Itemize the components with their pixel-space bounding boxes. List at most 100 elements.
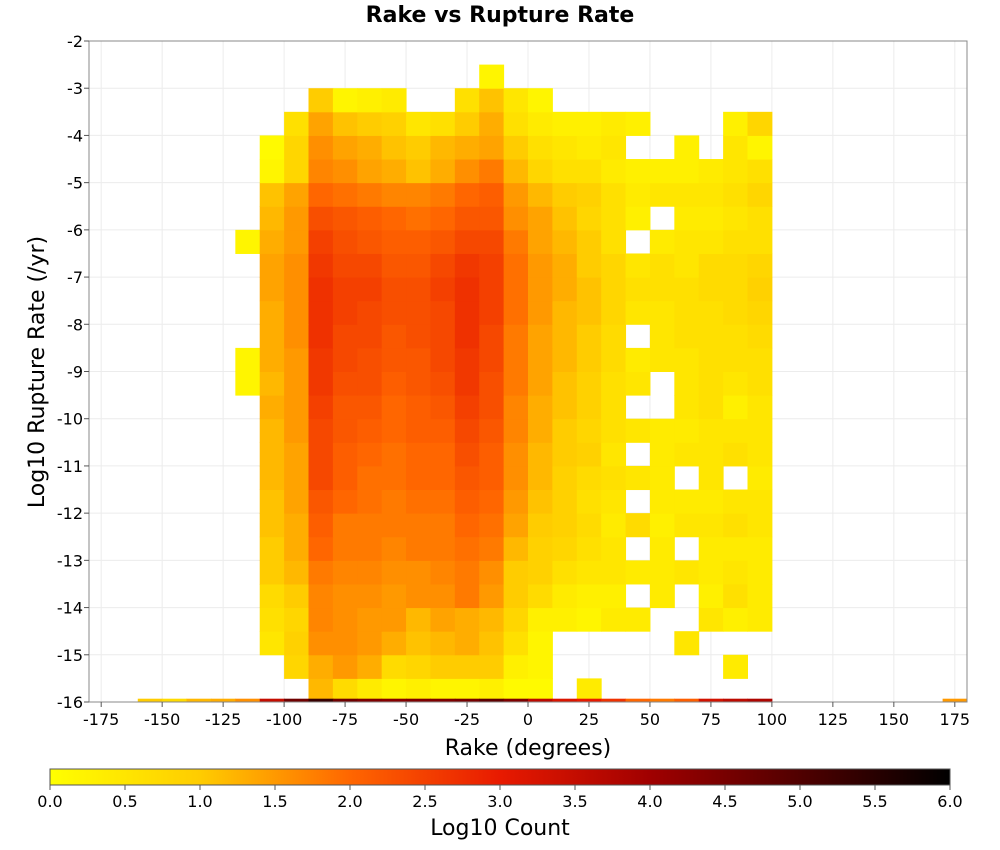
heatmap-cell xyxy=(308,442,334,467)
heatmap-cell xyxy=(503,347,529,372)
heatmap-cell xyxy=(430,560,456,585)
heatmap-cell xyxy=(381,300,407,325)
colorbar-tick-label: 4.0 xyxy=(637,792,662,811)
heatmap-cell xyxy=(576,253,602,278)
heatmap-cell xyxy=(649,347,675,372)
heatmap-cell xyxy=(308,607,334,632)
heatmap-cell xyxy=(406,678,431,703)
heatmap-cell xyxy=(259,347,285,372)
heatmap-cell xyxy=(625,253,651,278)
heatmap-cell xyxy=(528,88,553,113)
heatmap-cell xyxy=(503,395,529,420)
heatmap-cell xyxy=(454,583,480,609)
heatmap-cell xyxy=(747,277,773,302)
heatmap-cell xyxy=(723,698,748,702)
heatmap-cell xyxy=(332,229,358,254)
heatmap-cell xyxy=(552,513,578,538)
heatmap-cell xyxy=(381,135,407,160)
heatmap-cell xyxy=(503,698,529,702)
y-tick-label: -8 xyxy=(67,315,83,334)
heatmap-cell xyxy=(503,513,529,538)
heatmap-cell xyxy=(357,253,383,278)
x-tick-label: 25 xyxy=(579,710,599,729)
heatmap-cell xyxy=(674,489,700,514)
heatmap-cell xyxy=(332,159,358,184)
heatmap-cell xyxy=(601,489,627,514)
heatmap-cell xyxy=(308,678,334,703)
heatmap-cell xyxy=(625,698,651,702)
heatmap-cell xyxy=(357,607,383,632)
heatmap-cell xyxy=(601,229,627,254)
heatmap-cell xyxy=(747,371,773,396)
heatmap-cell xyxy=(649,324,675,349)
heatmap-cell xyxy=(649,560,675,585)
heatmap-cell xyxy=(698,159,724,184)
heatmap-cell xyxy=(381,513,407,538)
heatmap-cell xyxy=(479,489,505,514)
heatmap-cell xyxy=(259,135,285,160)
heatmap-cell xyxy=(210,698,236,702)
heatmap-cell xyxy=(747,698,773,702)
heatmap-cell xyxy=(698,583,724,609)
heatmap-cell xyxy=(747,607,773,632)
heatmap-cell xyxy=(357,300,383,325)
colorbar-tick-label: 3.0 xyxy=(487,792,512,811)
heatmap-cell xyxy=(747,159,773,184)
heatmap-cell xyxy=(454,560,480,585)
x-tick-label: 150 xyxy=(879,710,910,729)
heatmap-cell xyxy=(406,465,431,491)
heatmap-cell xyxy=(381,277,407,302)
heatmap-cell xyxy=(332,395,358,420)
heatmap-cell xyxy=(576,229,602,254)
heatmap-cell xyxy=(357,277,383,302)
heatmap-cell xyxy=(674,206,700,231)
y-tick-label: -2 xyxy=(67,32,83,51)
heatmap-cell xyxy=(332,324,358,349)
heatmap-cell xyxy=(503,88,529,113)
heatmap-cell xyxy=(332,489,358,514)
heatmap-cell xyxy=(674,371,700,396)
heatmap-cell xyxy=(479,607,505,632)
heatmap-cell xyxy=(454,111,480,136)
heatmap-cell xyxy=(357,560,383,585)
heatmap-cell xyxy=(503,418,529,443)
heatmap-cell xyxy=(357,418,383,443)
heatmap-cell xyxy=(430,489,456,514)
heatmap-cell xyxy=(747,442,773,467)
heatmap-cell xyxy=(723,583,748,609)
heatmap-cell xyxy=(552,111,578,136)
heatmap-cell xyxy=(454,654,480,679)
heatmap-cell xyxy=(552,536,578,561)
heatmap-cell xyxy=(723,324,748,349)
heatmap-cell xyxy=(259,698,285,702)
heatmap-cell xyxy=(381,395,407,420)
heatmap-cell xyxy=(649,277,675,302)
heatmap-cell xyxy=(479,253,505,278)
heatmap-cell xyxy=(747,560,773,585)
heatmap-cell xyxy=(479,64,505,89)
heatmap-cell xyxy=(284,698,309,702)
heatmap-cell xyxy=(430,418,456,443)
heatmap-cell xyxy=(406,583,431,609)
y-tick-label: -7 xyxy=(67,268,83,287)
heatmap-cell xyxy=(723,253,748,278)
heatmap-cell xyxy=(430,347,456,372)
heatmap-cell xyxy=(503,300,529,325)
heatmap-cell xyxy=(747,135,773,160)
heatmap-cell xyxy=(381,465,407,491)
heatmap-cell xyxy=(552,698,578,702)
heatmap-cell xyxy=(381,347,407,372)
heatmap-cell xyxy=(381,371,407,396)
heatmap-cell xyxy=(406,300,431,325)
heatmap-cell xyxy=(723,560,748,585)
heatmap-cell xyxy=(284,654,309,679)
heatmap-cell xyxy=(308,583,334,609)
heatmap-cell xyxy=(698,253,724,278)
x-tick-label: 100 xyxy=(757,710,788,729)
heatmap-cell xyxy=(723,654,748,679)
heatmap-cell xyxy=(698,698,724,702)
y-tick-label: -10 xyxy=(57,410,83,429)
colorbar-tick-label: 6.0 xyxy=(937,792,962,811)
heatmap-cell xyxy=(552,371,578,396)
heatmap-cell xyxy=(479,418,505,443)
